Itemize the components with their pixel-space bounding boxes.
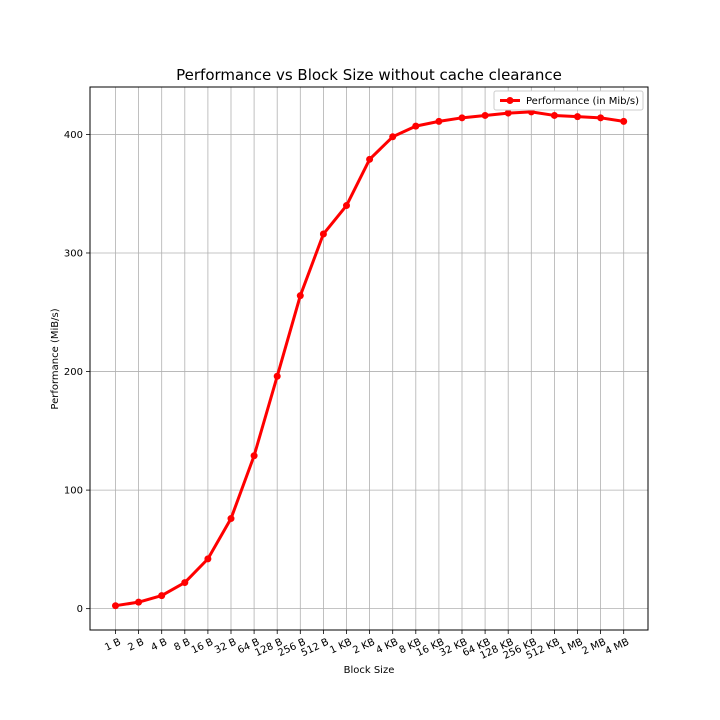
x-tick-label: 1 B: [103, 637, 123, 654]
legend-marker: [506, 97, 514, 104]
y-axis-ticks: 0 100 200 300 400: [64, 130, 90, 615]
data-point: [366, 155, 374, 163]
y-tick-label: 300: [64, 248, 83, 259]
x-tick-label: 4 B: [149, 637, 169, 654]
x-tick-label: 8 B: [173, 637, 193, 654]
data-point: [181, 579, 189, 587]
y-tick-label: 200: [64, 367, 83, 378]
data-point: [389, 133, 397, 141]
x-tick-label: 4 KB: [375, 637, 401, 657]
chart-title: Performance vs Block Size without cache …: [176, 66, 562, 84]
plot-frame: [89, 86, 649, 631]
x-tick-label: 32 B: [213, 637, 238, 657]
data-point: [250, 452, 258, 460]
data-point: [343, 202, 350, 210]
x-tick-label: 2 B: [126, 637, 146, 654]
x-tick-label: 16 B: [190, 637, 215, 657]
x-tick-label: 2 KB: [351, 637, 377, 657]
data-point: [204, 555, 212, 563]
x-tick-label: 4 MB: [604, 637, 631, 658]
data-point: [158, 592, 166, 600]
data-point: [296, 292, 304, 300]
legend-box: [493, 90, 644, 111]
data-point: [273, 372, 281, 380]
data-point: [481, 111, 489, 119]
y-tick-label: 100: [64, 486, 83, 497]
data-point: [458, 114, 466, 122]
data-point: [112, 602, 119, 610]
data-point: [550, 111, 558, 119]
x-axis-label: Block Size: [344, 665, 395, 676]
legend-label: Performance (in Mib/s): [526, 96, 639, 107]
data-point: [597, 114, 605, 122]
data-point: [620, 117, 628, 125]
data-point: [412, 122, 420, 130]
grid-lines: [90, 87, 648, 630]
x-tick-label: 1 KB: [328, 637, 354, 657]
data-point: [319, 230, 327, 238]
data-point: [435, 117, 443, 125]
data-point: [135, 598, 143, 606]
y-axis-label: Performance (MiB/s): [50, 308, 61, 409]
y-tick-label: 400: [64, 130, 83, 141]
legend: Performance (in Mib/s): [493, 90, 644, 111]
data-point: [227, 515, 235, 523]
data-point: [574, 113, 581, 121]
series-group: [112, 108, 628, 610]
y-tick-label: 0: [77, 604, 83, 615]
data-point: [504, 109, 512, 117]
